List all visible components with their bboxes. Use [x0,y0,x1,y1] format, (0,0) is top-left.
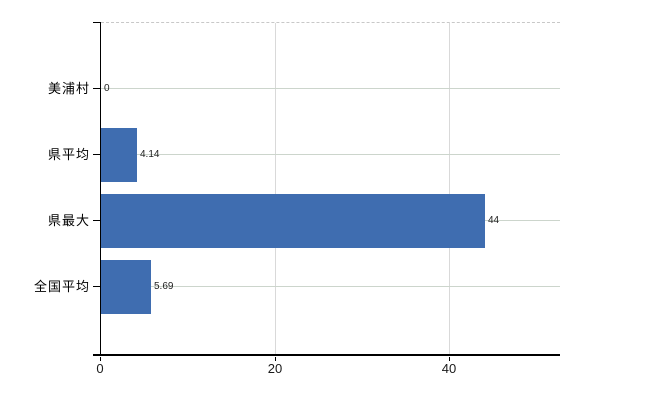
y-axis-tick [93,154,101,155]
x-axis-line [93,354,560,356]
x-axis-tick [100,357,101,361]
y-axis-tick [93,286,101,287]
x-tick-label: 40 [441,361,457,376]
y-axis-line [100,22,102,355]
bar-value-label: 5.69 [154,281,174,292]
bar-value-label: 0 [104,83,110,94]
bar-value-label: 44 [488,215,500,226]
category-label: 美浦村 [47,81,90,96]
v-gridline [449,23,450,355]
y-axis-tick [93,22,101,23]
x-axis-tick [449,357,450,361]
x-tick-label: 0 [96,361,104,376]
category-label: 県平均 [47,147,90,162]
plot-top-border [101,22,560,23]
bar [101,128,137,182]
category-label: 全国平均 [33,279,90,294]
h-gridline [101,88,560,89]
x-axis-tick [275,357,276,361]
category-label: 県最大 [47,213,90,228]
h-gridline [101,286,560,287]
v-gridline [275,23,276,355]
y-axis-tick [93,88,101,89]
bar [101,194,485,248]
h-gridline [101,154,560,155]
bar [101,260,151,314]
y-axis-tick [93,220,101,221]
bar-value-label: 4.14 [140,149,160,160]
x-tick-label: 20 [267,361,283,376]
plot-area: 0 4.14 44 5.69 [93,22,560,361]
